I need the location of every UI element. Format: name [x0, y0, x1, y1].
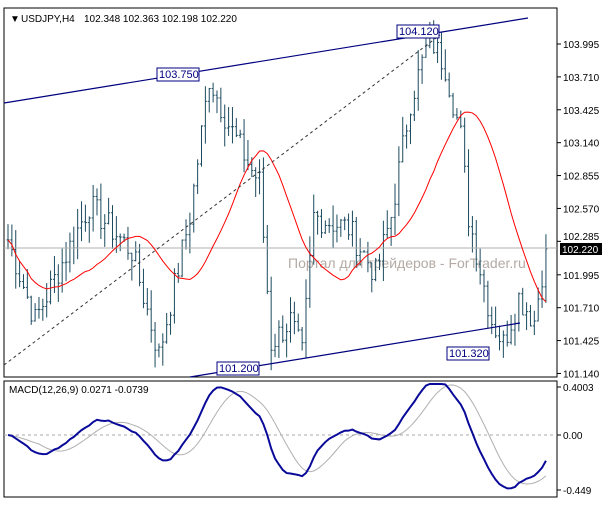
y-tick-label: 102.570 [563, 204, 600, 215]
y-tick-label: 103.140 [563, 139, 600, 150]
symbol-label: USDJPY,H4 [21, 14, 75, 25]
svg-text:102.220: 102.220 [562, 245, 599, 256]
y-tick-label: 103.425 [563, 106, 600, 117]
y-tick-label: 101.140 [563, 369, 600, 380]
dropdown-arrow-icon[interactable]: ▼ [10, 14, 20, 25]
y-tick-label: 101.995 [563, 271, 600, 282]
annotation-103750: 103.750 [156, 67, 200, 82]
svg-text:0.4003: 0.4003 [563, 383, 594, 394]
watermark: Портал для трейдеров - ForTrader.ru [288, 255, 526, 271]
svg-text:101.200: 101.200 [219, 363, 259, 375]
svg-text:-0.449: -0.449 [563, 486, 592, 497]
macd-signal-line [7, 384, 547, 485]
current-price-tag: 102.220 [560, 243, 602, 256]
y-tick-label: 103.995 [563, 40, 600, 51]
macd-panel-frame [3, 380, 558, 498]
annotation-101200: 101.200 [216, 361, 260, 376]
ohlc-values: 102.348 102.363 102.198 102.220 [84, 14, 237, 25]
macd-axis: 0.4003 0.00 -0.449 [557, 383, 594, 497]
macd-main-line [7, 383, 547, 490]
macd-title: MACD(12,26,9) 0.0271 -0.0739 [9, 385, 149, 396]
svg-text:104.120: 104.120 [399, 26, 439, 38]
svg-text:103.750: 103.750 [159, 69, 199, 81]
y-tick-label: 102.855 [563, 172, 600, 183]
svg-text:101.320: 101.320 [449, 348, 489, 360]
y-tick-label: 103.710 [563, 73, 600, 84]
annotation-104120: 104.120 [396, 24, 440, 39]
svg-text:0.00: 0.00 [563, 431, 583, 442]
main-panel-frame [3, 7, 558, 378]
y-tick-label: 102.285 [563, 232, 600, 243]
y-tick-label: 101.710 [563, 304, 600, 315]
trend-dotted-line[interactable] [3, 34, 441, 366]
annotation-101320: 101.320 [446, 346, 490, 361]
moving-average-line [7, 111, 547, 303]
upper-channel-line[interactable] [3, 17, 529, 104]
y-tick-label: 101.425 [563, 337, 600, 348]
